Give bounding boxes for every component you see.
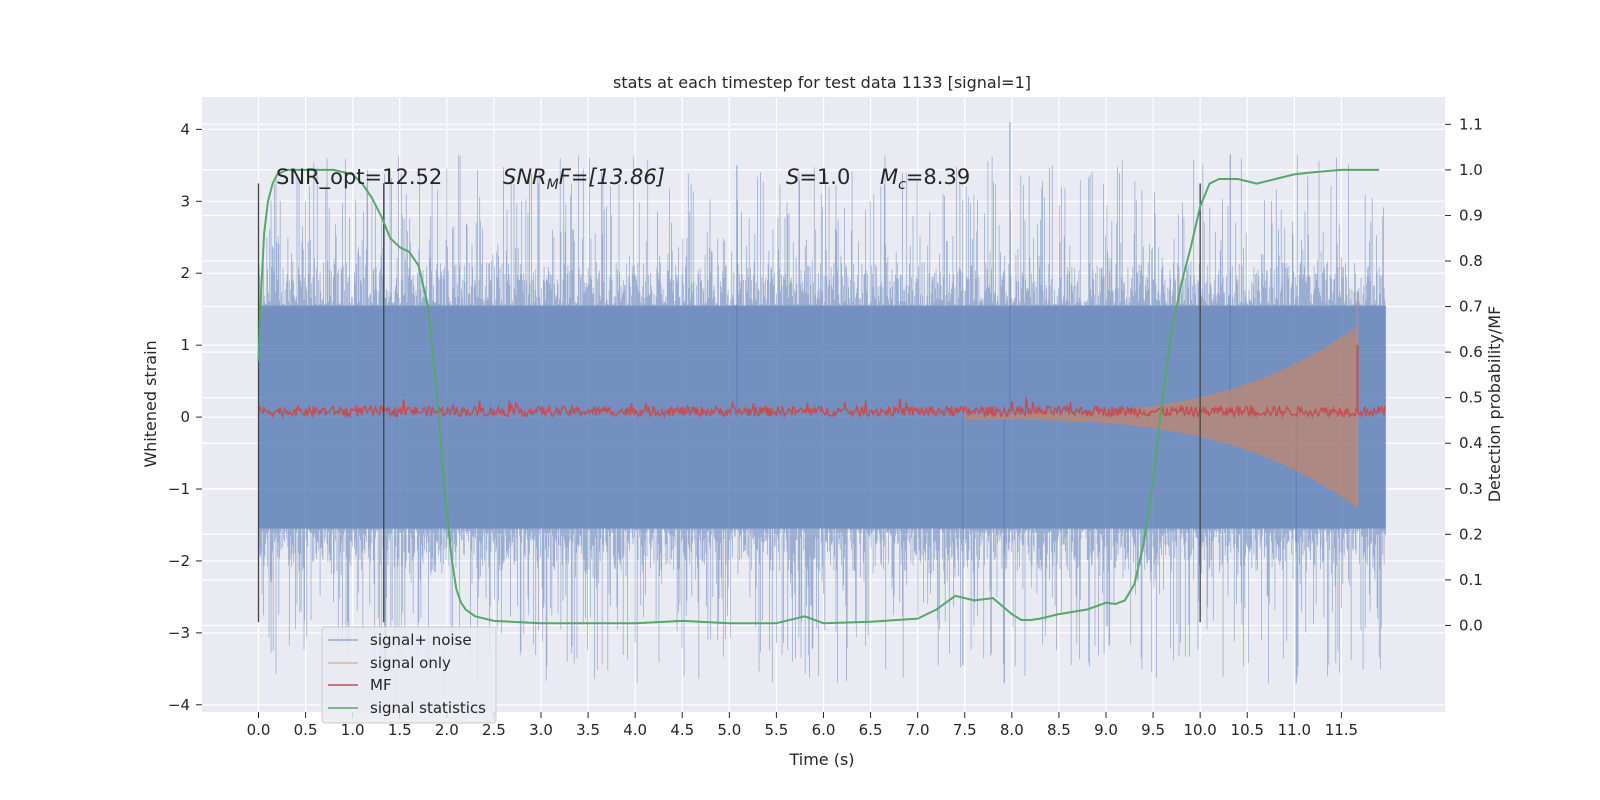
- legend-label-mf: MF: [370, 676, 392, 694]
- y2-tick-label-2: 0.9: [1459, 206, 1483, 224]
- y-tick-label-7: −3: [168, 624, 190, 642]
- x-tick-label-11: 5.5: [764, 721, 788, 739]
- x-tick-label-5: 2.5: [482, 721, 506, 739]
- x-tick-label-4: 2.0: [435, 721, 459, 739]
- x-tick-label-6: 3.0: [529, 721, 553, 739]
- y-tick-label-0: 4: [180, 120, 190, 138]
- x-tick-label-0: 0.0: [247, 721, 271, 739]
- y2-tick-label-7: 0.4: [1459, 434, 1483, 452]
- vlines: [257, 183, 1201, 623]
- annotation-mc-symbol: M: [880, 165, 898, 189]
- legend-box: [321, 626, 497, 724]
- y-tick-label-2: 2: [180, 264, 190, 282]
- mf-trace: [257, 397, 1386, 419]
- annotation-s-symbol: S: [786, 165, 799, 189]
- y2-tick-label-4: 0.7: [1459, 298, 1483, 316]
- annotation-snr-opt: SNR_opt=12.52: [276, 165, 442, 190]
- y2-tick-label-6: 0.5: [1459, 389, 1483, 407]
- x-tick-label-17: 8.5: [1047, 721, 1071, 739]
- chart-title: stats at each timestep for test data 113…: [613, 73, 1031, 92]
- annotation-mc: Mc=8.39: [880, 165, 970, 193]
- annotation-mc-value: =8.39: [906, 165, 970, 189]
- annotation-snr-mf: SNRMF=[13.86]: [503, 165, 665, 193]
- y2-tick-label-8: 0.3: [1459, 480, 1483, 498]
- x-tick-label-15: 7.5: [953, 721, 977, 739]
- annotation-s: S=1.0: [786, 165, 850, 189]
- y-tick-label-4: 0: [180, 408, 190, 426]
- legend: signal+ noise signal only MF signal stat…: [321, 626, 497, 724]
- annotation-mc-subscript: c: [898, 177, 906, 193]
- y-axis: 4 3 2 1 0 −1 −2 −3 −4: [168, 120, 202, 714]
- x-tick-label-16: 8.0: [1000, 721, 1024, 739]
- annotation-snr-mf-subscript: M: [547, 177, 559, 193]
- x-tick-label-13: 6.5: [859, 721, 883, 739]
- x-tick-label-3: 1.5: [388, 721, 412, 739]
- x-tick-label-8: 4.0: [623, 721, 647, 739]
- y-tick-label-6: −2: [168, 552, 190, 570]
- x-tick-label-9: 4.5: [670, 721, 694, 739]
- y-tick-label-3: 1: [180, 336, 190, 354]
- x-tick-label-12: 6.0: [812, 721, 836, 739]
- legend-label-signal-statistics: signal statistics: [370, 699, 486, 717]
- y2-axis: 1.1 1.0 0.9 0.8 0.7 0.6 0.5 0.4 0.3 0.2 0.1 0.0: [1445, 115, 1483, 634]
- x-tick-label-7: 3.5: [576, 721, 600, 739]
- x-axis-label: Time (s): [788, 750, 854, 769]
- y2-tick-label-1: 1.0: [1459, 161, 1483, 179]
- x-tick-label-2: 1.0: [341, 721, 365, 739]
- legend-label-signal-only: signal only: [370, 654, 451, 672]
- y-tick-label-1: 3: [180, 192, 190, 210]
- y2-tick-label-5: 0.6: [1459, 343, 1483, 361]
- x-tick-label-20: 10.0: [1183, 721, 1216, 739]
- legend-label-signal-noise: signal+ noise: [370, 631, 472, 649]
- y2-axis-label: Detection probability/MF: [1485, 306, 1504, 503]
- annotation-s-value: =1.0: [799, 165, 850, 189]
- x-tick-label-1: 0.5: [294, 721, 318, 739]
- y-axis-label: Whitened strain: [141, 340, 160, 467]
- series-mf: [257, 345, 1386, 419]
- y2-tick-label-10: 0.1: [1459, 571, 1483, 589]
- x-tick-label-14: 7.0: [906, 721, 930, 739]
- signal-statistics-line: [257, 168, 1380, 625]
- x-tick-label-22: 11.0: [1278, 721, 1311, 739]
- y2-tick-label-3: 0.8: [1459, 252, 1483, 270]
- y2-tick-label-9: 0.2: [1459, 525, 1483, 543]
- y2-tick-label-0: 1.1: [1459, 115, 1483, 133]
- annotation-snr-mf-value: F=[13.86]: [559, 165, 665, 189]
- x-tick-label-23: 11.5: [1325, 721, 1358, 739]
- series-signal-statistics: [257, 168, 1380, 625]
- x-axis: 0.0 0.5 1.0 1.5 2.0 2.5 3.0 3.5 4.0 4.5 5.0 5.5 6.0 6…: [247, 712, 1358, 739]
- x-tick-label-21: 10.5: [1231, 721, 1264, 739]
- x-tick-label-19: 9.5: [1141, 721, 1165, 739]
- x-tick-label-18: 9.0: [1094, 721, 1118, 739]
- y2-tick-label-11: 0.0: [1459, 616, 1483, 634]
- annotation-snr-mf-symbol: SNR: [503, 165, 547, 189]
- x-tick-label-10: 5.0: [717, 721, 741, 739]
- y-tick-label-8: −4: [168, 696, 190, 714]
- y-tick-label-5: −1: [168, 480, 190, 498]
